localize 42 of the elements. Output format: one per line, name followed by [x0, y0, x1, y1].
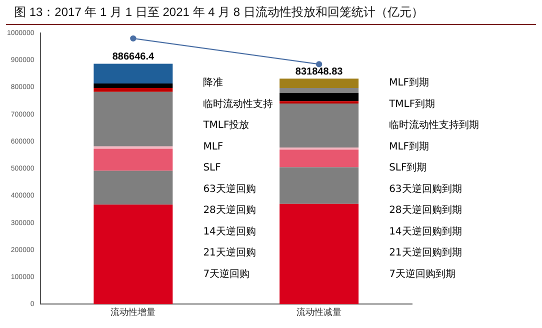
annotation: SLF到期 [389, 162, 427, 174]
bar [280, 104, 359, 148]
annotation: 临时流动性支持到期 [389, 119, 480, 132]
annotation: 14天逆回购到期 [389, 225, 462, 238]
annotation: MLF到期 [389, 140, 430, 152]
bar [280, 88, 359, 93]
bar [280, 78, 359, 88]
bar [280, 150, 359, 168]
bar [94, 148, 173, 171]
annotation: 63天逆回购到期 [389, 182, 462, 195]
annotation: MLF [203, 141, 224, 152]
annotation: TMLF投放 [202, 119, 250, 132]
bar [94, 83, 173, 88]
total-label: 886646.4 [112, 51, 154, 62]
bar [280, 92, 359, 102]
bar [94, 92, 173, 146]
x-tick-label: 流动性增量 [110, 306, 156, 318]
bar [280, 204, 359, 304]
bar [94, 64, 173, 84]
annotation: 7天逆回购 [203, 268, 250, 280]
bar [94, 170, 173, 205]
annotation: 临时流动性支持 [203, 98, 274, 110]
chart-title: 图 13：2017 年 1 月 1 日至 2021 年 4 月 8 日流动性投放和回笼统计（亿元） [6, 0, 536, 25]
annotation: 28天逆回购 [203, 204, 256, 216]
bar [280, 101, 359, 104]
annotation: 降准 [203, 76, 224, 89]
annotation: 21天逆回购 [203, 246, 256, 259]
annotation: SLF [203, 162, 222, 174]
annotation: TMLF到期 [388, 98, 436, 110]
bar [94, 204, 173, 304]
bar [280, 167, 359, 204]
annotation: MLF到期 [389, 76, 430, 89]
x-tick-label: 流动性减量 [296, 306, 342, 318]
annotation: 21天逆回购到期 [389, 246, 462, 259]
bar [94, 88, 173, 92]
annotation: 14天逆回购 [203, 225, 256, 238]
bar [280, 147, 359, 150]
total-label: 831848.83 [295, 66, 344, 78]
annotation: 7天逆回购到期 [389, 268, 456, 280]
annotation: 63天逆回购 [203, 182, 256, 195]
bar [94, 146, 173, 149]
annotation: 28天逆回购到期 [389, 204, 462, 216]
